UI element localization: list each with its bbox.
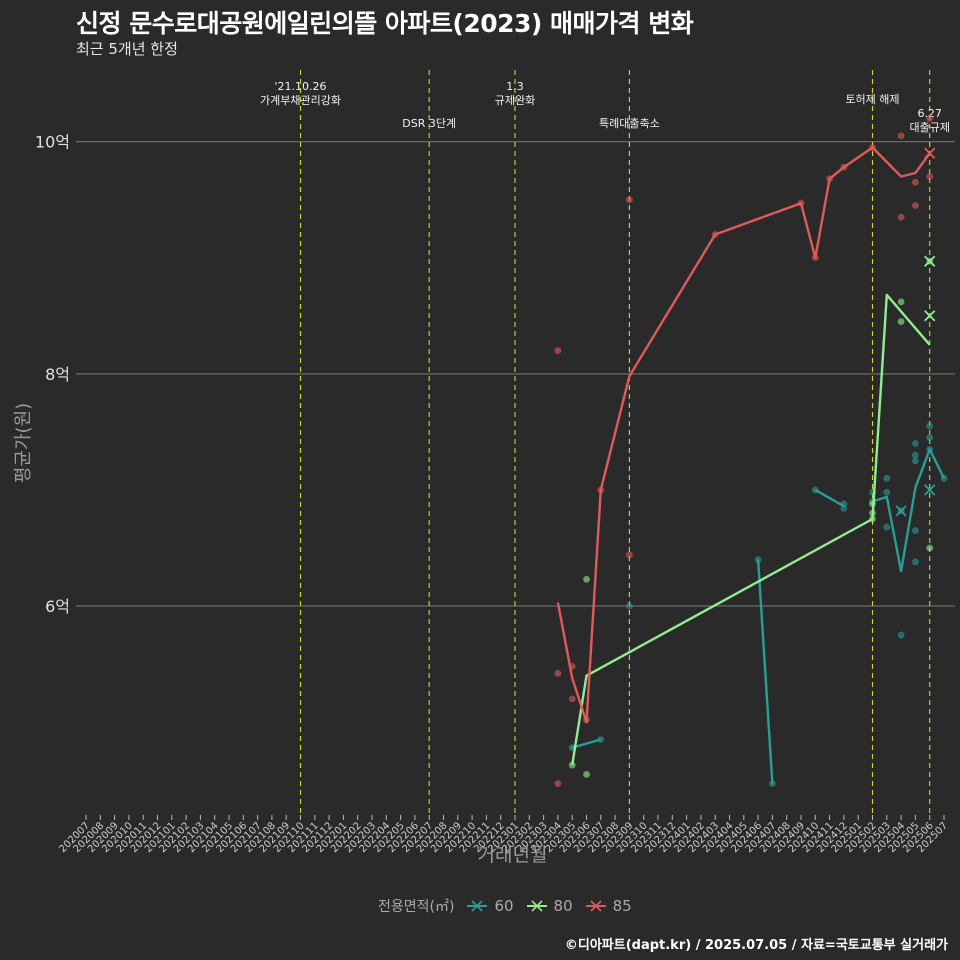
point-60 (626, 602, 633, 610)
event-label: 1.3 규제완화 (495, 80, 535, 107)
point-60 (912, 527, 919, 534)
point-85 (626, 551, 633, 559)
mark-80 (924, 255, 936, 267)
event-label: 6.27 대출규제 (909, 107, 949, 134)
point-80 (926, 544, 934, 552)
point-60 (883, 523, 891, 531)
series-lines (556, 146, 946, 784)
grid-lines (76, 141, 955, 607)
point-80 (583, 575, 590, 583)
legend-item-85: 85 (585, 897, 632, 915)
source-caption: ©디아파트(dapt.kr) / 2025.07.05 / 자료=국토교통부 실… (564, 938, 948, 953)
point-85 (554, 780, 562, 788)
y-tick-label: 8억 (45, 365, 70, 384)
event-label: '21.10.26 가계부채관리강화 (260, 80, 341, 107)
point-85 (926, 173, 934, 180)
point-60 (912, 451, 919, 459)
legend-key-icon (585, 900, 606, 912)
line-60 (571, 738, 602, 749)
line-60 (756, 559, 774, 784)
point-80 (897, 298, 905, 306)
y-tick-labels: 6억 8억 10억 (35, 133, 70, 616)
y-tick-label: 6억 (45, 597, 70, 616)
x-axis-label: 거래년월 (477, 844, 548, 866)
event-label: 토허제 해제 (845, 92, 899, 106)
point-85 (897, 132, 905, 140)
point-60 (912, 558, 919, 566)
event-label: 특례대출축소 (599, 117, 660, 130)
point-85 (897, 213, 905, 221)
y-tick-label: 10억 (35, 133, 70, 152)
legend-key-icon (526, 900, 547, 912)
event-label: DSR 3단계 (402, 117, 456, 130)
point-85 (568, 695, 576, 703)
chart-title: 신정 문수로대공원에일린의뜰 아파트(2023) 매매가격 변화 (76, 9, 694, 38)
line-60 (872, 448, 946, 573)
point-60 (926, 422, 934, 430)
point-85 (912, 178, 919, 186)
line-80 (571, 293, 931, 766)
point-85 (554, 669, 562, 677)
chart-subtitle: 최근 5개년 한정 (76, 40, 178, 58)
mark-80 (924, 310, 936, 322)
legend: 전용면적(㎡) 60 80 85 (378, 896, 632, 916)
point-85 (912, 202, 919, 209)
legend-label: 60 (494, 897, 514, 915)
point-85 (554, 347, 562, 355)
point-60 (912, 457, 919, 465)
latest-marks (895, 147, 936, 517)
legend-label: 85 (612, 897, 632, 915)
point-80 (897, 318, 905, 326)
mark-85 (924, 147, 936, 159)
legend-item-60: 60 (466, 897, 514, 915)
point-60 (883, 474, 891, 482)
legend-label: 80 (553, 897, 573, 915)
point-60 (912, 440, 919, 447)
legend-item-80: 80 (526, 897, 573, 915)
data-points (554, 115, 948, 788)
point-60 (754, 556, 762, 563)
point-80 (583, 770, 590, 778)
legend-key-icon (467, 900, 488, 912)
point-60 (883, 488, 891, 496)
y-axis-label: 평균가(원) (13, 402, 34, 484)
line-60 (814, 488, 845, 508)
point-85 (926, 115, 934, 122)
mark-60 (924, 484, 936, 496)
legend-title: 전용면적(㎡) (378, 899, 455, 915)
point-60 (897, 631, 905, 639)
point-60 (926, 434, 934, 442)
line-85 (556, 146, 931, 724)
point-85 (626, 196, 633, 204)
mark-60 (895, 505, 907, 517)
